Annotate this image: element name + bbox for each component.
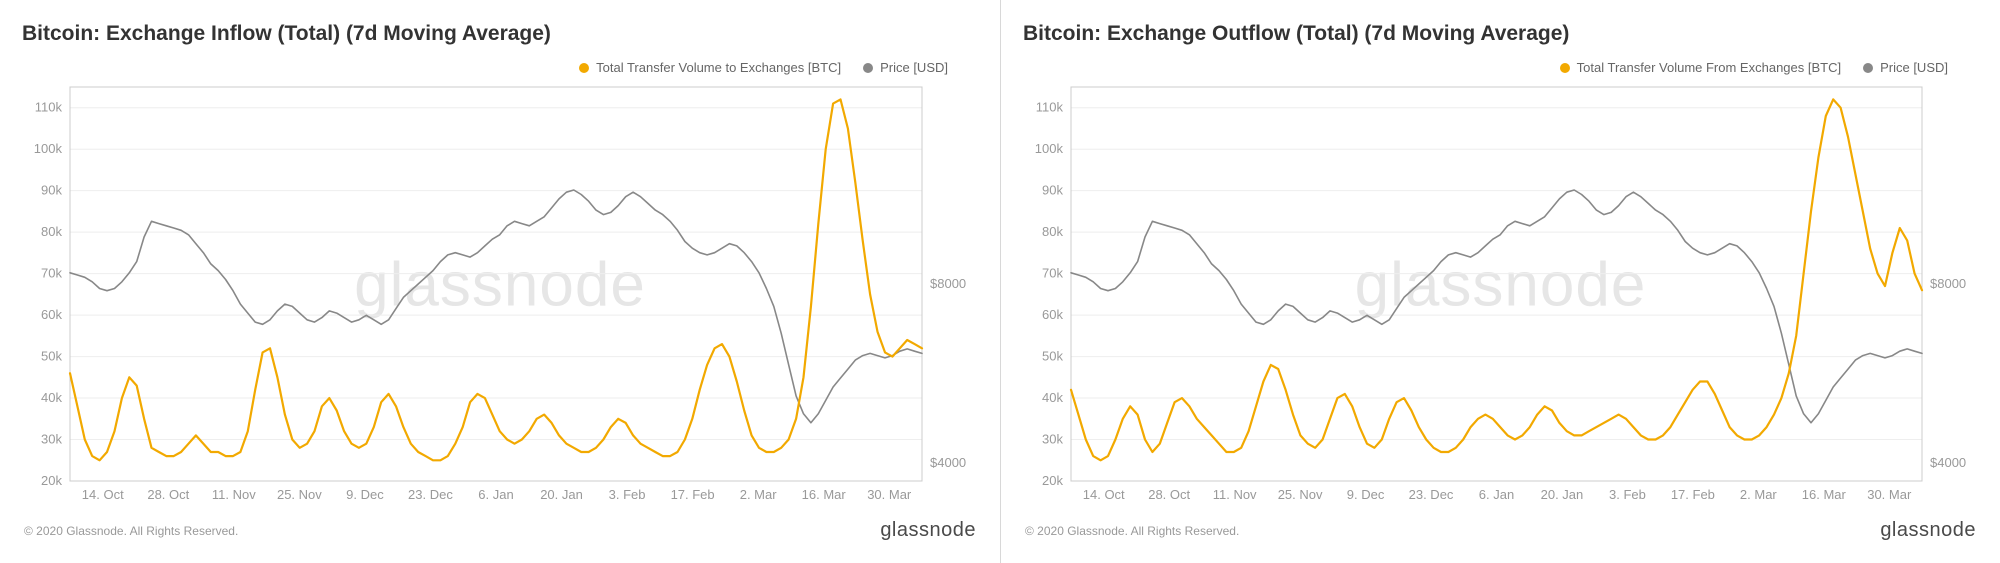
svg-text:30. Mar: 30. Mar <box>867 487 912 502</box>
legend-swatch-price <box>1863 63 1873 73</box>
svg-text:$4000: $4000 <box>930 455 966 470</box>
svg-text:90k: 90k <box>41 183 62 198</box>
svg-text:25. Nov: 25. Nov <box>1278 487 1323 502</box>
svg-text:3. Feb: 3. Feb <box>1609 487 1646 502</box>
svg-text:$4000: $4000 <box>1930 455 1966 470</box>
svg-text:50k: 50k <box>41 349 62 364</box>
svg-text:40k: 40k <box>41 390 62 405</box>
svg-text:2. Mar: 2. Mar <box>1740 487 1778 502</box>
chart-svg: 20k 30k 40k 50k 60k 70k 80k 90k 100k 110k $4000 $80… <box>22 79 978 509</box>
brand-label: glassnode <box>880 519 976 542</box>
svg-text:17. Feb: 17. Feb <box>671 487 715 502</box>
svg-text:9. Dec: 9. Dec <box>1347 487 1385 502</box>
legend-label-volume: Total Transfer Volume From Exchanges [BT… <box>1577 60 1841 75</box>
svg-text:$8000: $8000 <box>1930 276 1966 291</box>
svg-text:3. Feb: 3. Feb <box>609 487 646 502</box>
svg-text:2. Mar: 2. Mar <box>740 487 778 502</box>
svg-text:23. Dec: 23. Dec <box>1409 487 1454 502</box>
svg-text:40k: 40k <box>1042 390 1063 405</box>
legend-label-price: Price [USD] <box>1880 60 1948 75</box>
svg-text:23. Dec: 23. Dec <box>408 487 453 502</box>
chart-legend: Total Transfer Volume to Exchanges [BTC]… <box>22 60 978 75</box>
svg-text:20. Jan: 20. Jan <box>1541 487 1584 502</box>
chart-panel-inflow: Bitcoin: Exchange Inflow (Total) (7d Mov… <box>0 0 1000 563</box>
svg-text:60k: 60k <box>1042 307 1063 322</box>
chart-footer: © 2020 Glassnode. All Rights Reserved. g… <box>1023 509 1978 542</box>
svg-text:16. Mar: 16. Mar <box>1802 487 1847 502</box>
legend-item-price[interactable]: Price [USD] <box>863 60 948 75</box>
chart-area[interactable]: glassnode 20k30k40k50k60k70k80k90k100k11… <box>22 79 978 509</box>
svg-text:30k: 30k <box>1042 432 1063 447</box>
svg-text:50k: 50k <box>1042 349 1063 364</box>
svg-text:6. Jan: 6. Jan <box>478 487 513 502</box>
chart-panel-outflow: Bitcoin: Exchange Outflow (Total) (7d Mo… <box>1000 0 2000 563</box>
svg-text:16. Mar: 16. Mar <box>802 487 847 502</box>
svg-text:30. Mar: 30. Mar <box>1867 487 1912 502</box>
legend-item-volume[interactable]: Total Transfer Volume From Exchanges [BT… <box>1560 60 1841 75</box>
svg-text:28. Oct: 28. Oct <box>1148 487 1190 502</box>
svg-text:14. Oct: 14. Oct <box>82 487 124 502</box>
svg-text:11. Nov: 11. Nov <box>1213 487 1257 502</box>
legend-label-volume: Total Transfer Volume to Exchanges [BTC] <box>596 60 841 75</box>
chart-title: Bitcoin: Exchange Outflow (Total) (7d Mo… <box>1023 22 1978 46</box>
svg-text:11. Nov: 11. Nov <box>212 487 256 502</box>
legend-label-price: Price [USD] <box>880 60 948 75</box>
svg-text:70k: 70k <box>41 266 62 281</box>
svg-text:$8000: $8000 <box>930 276 966 291</box>
svg-text:60k: 60k <box>41 307 62 322</box>
legend-item-volume[interactable]: Total Transfer Volume to Exchanges [BTC] <box>579 60 841 75</box>
svg-text:6. Jan: 6. Jan <box>1479 487 1514 502</box>
svg-text:80k: 80k <box>41 224 62 239</box>
svg-text:100k: 100k <box>1035 141 1064 156</box>
copyright-text: © 2020 Glassnode. All Rights Reserved. <box>1025 524 1239 538</box>
legend-item-price[interactable]: Price [USD] <box>1863 60 1948 75</box>
svg-text:20k: 20k <box>1042 473 1063 488</box>
chart-footer: © 2020 Glassnode. All Rights Reserved. g… <box>22 509 978 542</box>
svg-text:90k: 90k <box>1042 183 1063 198</box>
chart-legend: Total Transfer Volume From Exchanges [BT… <box>1023 60 1978 75</box>
svg-text:80k: 80k <box>1042 224 1063 239</box>
svg-text:17. Feb: 17. Feb <box>1671 487 1715 502</box>
svg-text:30k: 30k <box>41 432 62 447</box>
svg-text:9. Dec: 9. Dec <box>346 487 384 502</box>
svg-text:110k: 110k <box>35 100 63 115</box>
legend-swatch-volume <box>1560 63 1570 73</box>
legend-swatch-volume <box>579 63 589 73</box>
svg-text:20. Jan: 20. Jan <box>540 487 583 502</box>
chart-svg: 20k 30k 40k 50k 60k 70k 80k 90k 100k 110k $4000 $80… <box>1023 79 1978 509</box>
chart-area[interactable]: glassnode 20k30k40k50k60k70k80k90k100k11… <box>1023 79 1978 509</box>
svg-text:28. Oct: 28. Oct <box>147 487 189 502</box>
copyright-text: © 2020 Glassnode. All Rights Reserved. <box>24 524 238 538</box>
svg-text:20k: 20k <box>41 473 62 488</box>
svg-text:110k: 110k <box>1036 100 1064 115</box>
chart-title: Bitcoin: Exchange Inflow (Total) (7d Mov… <box>22 22 978 46</box>
svg-text:25. Nov: 25. Nov <box>277 487 322 502</box>
svg-text:14. Oct: 14. Oct <box>1083 487 1125 502</box>
brand-label: glassnode <box>1880 519 1976 542</box>
svg-text:100k: 100k <box>34 141 63 156</box>
svg-text:70k: 70k <box>1042 266 1063 281</box>
legend-swatch-price <box>863 63 873 73</box>
